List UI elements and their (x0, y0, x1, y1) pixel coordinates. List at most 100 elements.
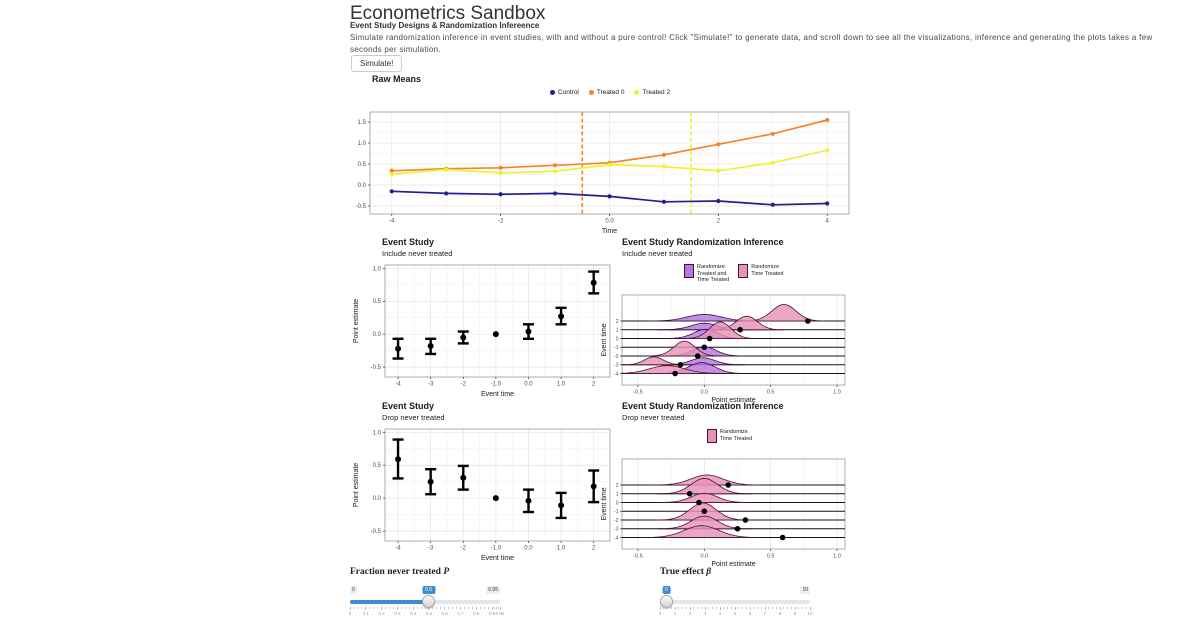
svg-text:0.5: 0.5 (767, 554, 775, 560)
ridge-row (621, 362, 845, 374)
ri-include-title: Event Study Randomization Inference (622, 237, 784, 247)
slider-minor-tick-icon (678, 607, 680, 609)
svg-text:1.5: 1.5 (358, 120, 367, 126)
slider-tick-icon (499, 607, 501, 610)
legend-item: Treated 0 (588, 89, 624, 96)
page-description: Simulate randomization inference in even… (350, 33, 1153, 54)
event-study-drop-chart: -4 -3 -2 -1.0 0.0 1.0 2 -0.5 0.0 0.5 1.0 Event time… (353, 428, 611, 562)
svg-text:-3: -3 (428, 382, 434, 388)
svg-text:2: 2 (592, 546, 596, 552)
slider-tick-label: 3 (703, 611, 707, 616)
page-title: Econometrics Sandbox (350, 3, 546, 24)
legend-dot-icon (549, 90, 555, 95)
slider-tick-icon (365, 607, 367, 610)
slider-minor-tick-icon (404, 607, 406, 609)
slider-true-effect[interactable]: 10 0 0 1 2 3 4 5 6 7 8 9 10 (658, 586, 813, 622)
slider-fraction-label: Fraction never treated P (350, 567, 450, 577)
slider-minor-tick-icon (738, 607, 740, 609)
slider-minor-tick-icon (693, 607, 695, 609)
point-estimate (427, 478, 434, 485)
svg-text:Time: Time (602, 228, 617, 235)
slider-minor-tick-icon (424, 607, 426, 609)
svg-text:0.5: 0.5 (373, 463, 382, 469)
svg-text:-0.5: -0.5 (633, 390, 642, 396)
svg-text:-4: -4 (614, 371, 619, 377)
slider-tick-label: 0 (658, 611, 662, 616)
svg-text:4: 4 (826, 219, 830, 225)
slider-minor-tick-icon (790, 607, 792, 609)
slider-minor-tick-icon (353, 607, 355, 609)
slider-handle[interactable] (660, 595, 673, 608)
slider-minor-tick-icon (727, 607, 728, 609)
svg-text:0: 0 (616, 336, 619, 342)
svg-text:1.0: 1.0 (373, 430, 382, 436)
observed-estimate-dot (696, 499, 702, 506)
slider-minor-tick-icon (670, 607, 672, 609)
svg-text:2: 2 (616, 319, 619, 325)
slider-minor-tick-icon (420, 607, 422, 609)
slider-minor-tick-icon (408, 607, 410, 609)
svg-text:0.0: 0.0 (373, 332, 382, 338)
point-estimate (525, 497, 532, 504)
svg-text:Event time: Event time (601, 323, 608, 356)
slider-minor-tick-icon (392, 607, 394, 609)
svg-text:1.0: 1.0 (358, 141, 367, 147)
slider-tick-icon (734, 607, 736, 610)
slider-tick-label: 0.7 (457, 611, 464, 616)
legend-item: Randomize Time Treated (738, 264, 783, 284)
slider-tick-icon (475, 607, 477, 610)
axes: -0.5 0.0 0.5 1.0 Point estimate Event time (601, 458, 846, 568)
slider-tick-label: 6 (748, 611, 752, 616)
gridlines (622, 459, 845, 549)
slider-max-label: 10 (800, 586, 810, 594)
svg-text:Point estimate: Point estimate (711, 561, 755, 568)
slider-tick-icon (349, 607, 351, 610)
event-study-include-subtitle: Include never treated (382, 249, 453, 258)
svg-text:Event time: Event time (481, 555, 514, 562)
slider-minor-tick-icon (742, 607, 743, 609)
observed-estimate-dot (737, 326, 743, 333)
observed-estimate-dot (686, 490, 693, 497)
slider-minor-tick-icon (697, 607, 698, 609)
svg-text:0.0: 0.0 (373, 496, 382, 502)
slider-tick-icon (491, 607, 493, 610)
svg-text:-1: -1 (614, 509, 619, 515)
legend-item: Randomize Time Treated (707, 429, 752, 443)
observed-estimate-dot (677, 361, 684, 368)
svg-text:1.0: 1.0 (373, 266, 382, 272)
slider-minor-tick-icon (452, 607, 454, 609)
raw-means-chart: -4 -2 0.0 2 4 -0.5 0.0 0.5 1.0 1.5 Time (356, 111, 850, 235)
event-study-drop-subtitle: Drop never treated (382, 413, 445, 422)
ridge-row (622, 321, 845, 339)
slider-minor-tick-icon (400, 607, 402, 609)
math-symbol-beta: β (706, 567, 712, 577)
slider-track[interactable] (660, 600, 810, 604)
observed-estimate-dot (742, 517, 749, 523)
event-time-axis: 2 1 0 -1 -2 -3 -4 (614, 319, 622, 377)
svg-text:0.0: 0.0 (358, 183, 367, 189)
slider-tick-label: 0 (348, 611, 352, 616)
svg-text:0.5: 0.5 (767, 390, 775, 396)
point-estimate (492, 331, 499, 338)
ridges (621, 303, 845, 374)
slider-minor-tick-icon (385, 607, 387, 609)
legend-item: Randomize Treated and Time Treated (684, 264, 729, 284)
slider-tick-icon (719, 607, 721, 610)
slider-minor-tick-icon (416, 607, 418, 609)
slider-tick-label: 0.5 (425, 611, 433, 616)
svg-text:1.0: 1.0 (833, 390, 841, 396)
point-estimate (525, 328, 532, 335)
legend-swatch-icon (738, 264, 749, 278)
math-symbol-P: P (443, 567, 450, 577)
slider-minor-tick-icon (448, 607, 450, 609)
simulate-button[interactable]: Simulate! (351, 55, 403, 72)
svg-text:Point estimate: Point estimate (711, 397, 755, 404)
svg-text:-2: -2 (461, 546, 467, 552)
legend-swatch-icon (684, 264, 694, 278)
svg-text:0: 0 (616, 500, 619, 506)
svg-text:-2: -2 (614, 354, 619, 360)
svg-text:-4: -4 (395, 382, 401, 388)
slider-fraction-never-treated[interactable]: 0 0.95 0.5 0 0.1 0.2 0.3 0.4 0.5 0.6 0.7 0.8 0.9 0.95 (348, 586, 504, 622)
estimates (392, 270, 600, 360)
slider-minor-tick-icon (775, 607, 777, 609)
